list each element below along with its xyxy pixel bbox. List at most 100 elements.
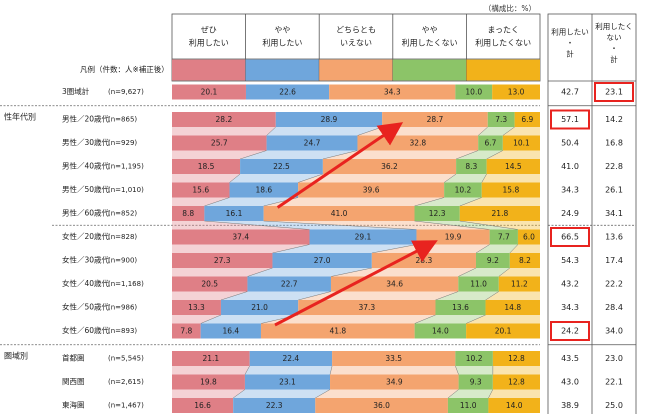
row-label: 女性／50歳代: [62, 302, 110, 312]
bar-data-label: 21.1: [202, 354, 219, 363]
bar-data-label: 33.5: [385, 354, 402, 363]
bar-data-label: 7.3: [495, 115, 507, 124]
row-n: (n=1,010): [108, 186, 144, 194]
bar-data-label: 29.1: [355, 233, 372, 242]
notwant-total-value: 13.6: [605, 233, 623, 242]
bar-connector: [315, 390, 458, 399]
bar-data-label: 37.3: [359, 303, 376, 312]
bar-data-label: 34.3: [384, 88, 401, 97]
row-label: 3圏域計: [62, 86, 90, 96]
bar-data-label: 22.3: [266, 401, 283, 410]
bar-data-label: 41.0: [331, 209, 348, 218]
legend-header-0-line: ぜひ: [201, 26, 217, 35]
row-label: 男性／50歳代: [62, 184, 110, 194]
bar-data-label: 11.0: [460, 401, 477, 410]
want-total-value: 54.3: [561, 256, 579, 265]
legend-header-0-line: 利用したい: [189, 38, 229, 48]
bar-data-label: 20.1: [201, 88, 218, 97]
side-header-1-line: 計: [610, 54, 618, 64]
bar-data-label: 12.8: [508, 378, 525, 387]
want-total-value: 50.4: [561, 139, 579, 148]
bar-data-label: 19.8: [200, 378, 217, 387]
bar-data-label: 15.6: [192, 186, 209, 195]
row-label: 女性／60歳代: [62, 325, 110, 335]
bar-data-label: 36.2: [381, 162, 398, 171]
side-header-0-line: 利用したい: [551, 27, 589, 37]
legend-header-1-line: 利用したい: [262, 38, 302, 48]
want-total-value: 66.5: [561, 233, 579, 242]
bar-data-label: 11.0: [470, 280, 487, 289]
bar-data-label: 7.7: [498, 233, 510, 242]
notwant-total-value: 22.8: [605, 162, 623, 171]
notwant-total-value: 26.1: [605, 186, 623, 195]
row-n: (n=852): [108, 210, 137, 218]
bar-data-label: 14.0: [506, 401, 523, 410]
row-n: (n=986): [108, 304, 137, 312]
bar-data-label: 41.8: [329, 327, 346, 336]
bar-data-label: 39.6: [363, 186, 380, 195]
bar-data-label: 11.2: [511, 280, 528, 289]
bar-data-label: 6.0: [523, 233, 535, 242]
row-n: (n=5,545): [108, 355, 144, 363]
legend-label: 凡例（件数：人※補正後）: [80, 64, 169, 74]
bar-data-label: 6.7: [485, 139, 497, 148]
row-n: (n=893): [108, 327, 137, 335]
bar-data-label: 28.9: [321, 115, 338, 124]
legend-swatch-3: [393, 60, 467, 81]
bar-data-label: 36.0: [373, 401, 390, 410]
bar-connector: [245, 366, 332, 375]
bar-data-label: 8.3: [465, 162, 477, 171]
want-total-value: 24.2: [561, 327, 579, 336]
bar-data-label: 13.6: [452, 303, 469, 312]
bar-connector: [493, 366, 540, 375]
bar-data-label: 16.1: [226, 209, 243, 218]
bar-connector: [455, 366, 493, 375]
side-header-0-line: 計: [566, 49, 574, 59]
row-n: (n=2,615): [108, 378, 144, 386]
bar-data-label: 27.0: [314, 256, 331, 265]
bar-connector: [482, 174, 540, 183]
row-label: 関西圏: [62, 377, 85, 386]
legend-header-1-line: やや: [274, 26, 290, 35]
bar-connector: [172, 390, 245, 399]
legend-swatch-2: [319, 60, 393, 81]
row-label: 男性／30歳代: [62, 137, 110, 147]
bar-data-label: 10.0: [465, 88, 482, 97]
legend-swatch-4: [466, 60, 540, 81]
legend-header-3-line: やや: [422, 26, 438, 35]
want-total-value: 43.5: [561, 354, 579, 363]
bar-data-label: 19.9: [445, 233, 462, 242]
notwant-total-value: 16.8: [605, 139, 623, 148]
row-n: (n=9,627): [108, 88, 144, 96]
notwant-total-value: 34.0: [605, 327, 623, 336]
bar-connector: [330, 366, 459, 375]
bar-data-label: 10.2: [455, 186, 472, 195]
row-n: (n=900): [108, 257, 137, 265]
bar-data-label: 8.8: [182, 209, 194, 218]
want-total-value: 24.9: [561, 209, 579, 218]
bar-data-label: 16.4: [222, 327, 239, 336]
bar-data-label: 21.0: [251, 303, 268, 312]
row-label: 東海圏: [62, 400, 85, 410]
bar-data-label: 28.3: [416, 256, 433, 265]
want-total-value: 43.0: [561, 378, 579, 387]
group-label-2: 圏域別: [4, 350, 28, 360]
side-header-1-line: 利用したく: [595, 21, 633, 31]
row-label: 男性／60歳代: [62, 208, 110, 218]
legend-header-4-line: まったく: [487, 26, 519, 35]
row-n: (n=1,168): [108, 280, 144, 288]
row-n: (n=828): [108, 233, 137, 241]
want-total-value: 34.3: [561, 186, 579, 195]
row-n: (n=1,195): [108, 163, 144, 171]
row-n: (n=865): [108, 116, 137, 124]
want-total-value: 38.9: [561, 401, 579, 410]
row-label: 男性／20歳代: [62, 114, 110, 124]
notwant-total-value: 22.1: [605, 378, 623, 387]
side-header-1: 利用したくない・計: [595, 21, 633, 64]
want-total-value: 43.2: [561, 280, 579, 289]
